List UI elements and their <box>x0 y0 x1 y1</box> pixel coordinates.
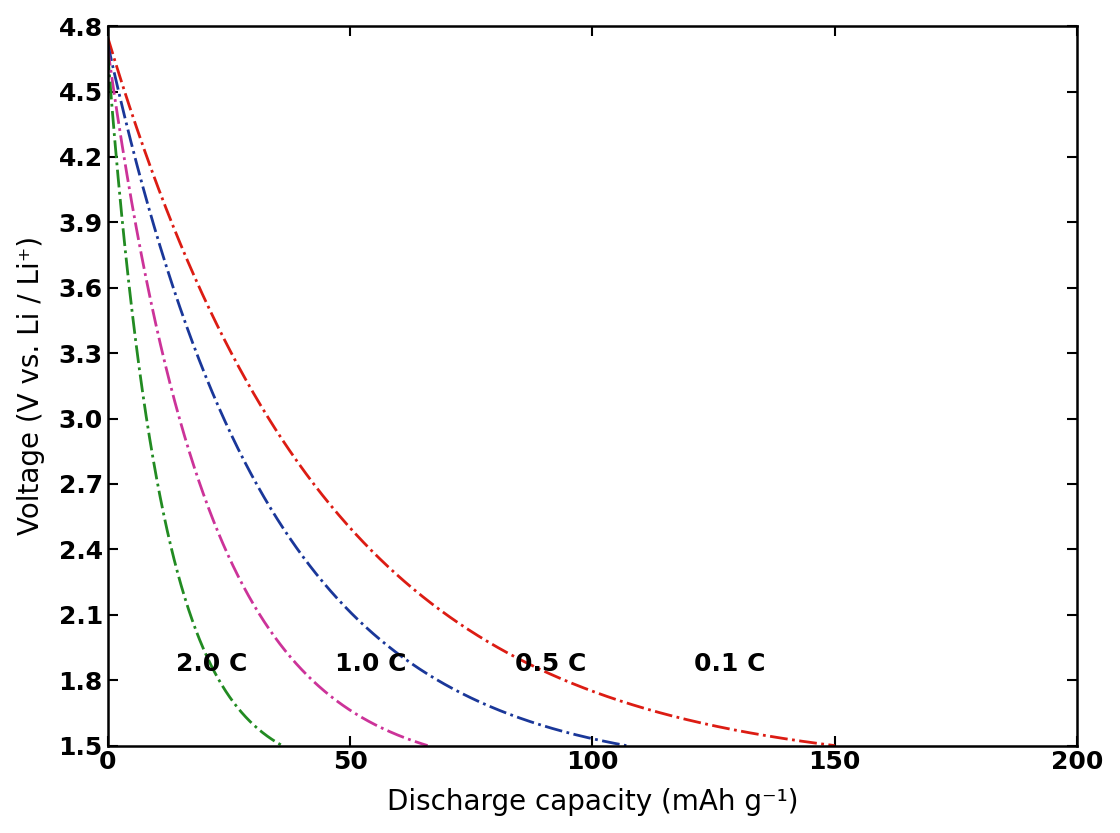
Text: 1.0 C: 1.0 C <box>336 652 407 676</box>
X-axis label: Discharge capacity (mAh g⁻¹): Discharge capacity (mAh g⁻¹) <box>386 788 799 816</box>
Text: 2.0 C: 2.0 C <box>176 652 246 676</box>
Text: 0.5 C: 0.5 C <box>515 652 586 676</box>
Text: 0.1 C: 0.1 C <box>694 652 766 676</box>
Y-axis label: Voltage (V vs. Li / Li⁺): Voltage (V vs. Li / Li⁺) <box>17 237 45 536</box>
